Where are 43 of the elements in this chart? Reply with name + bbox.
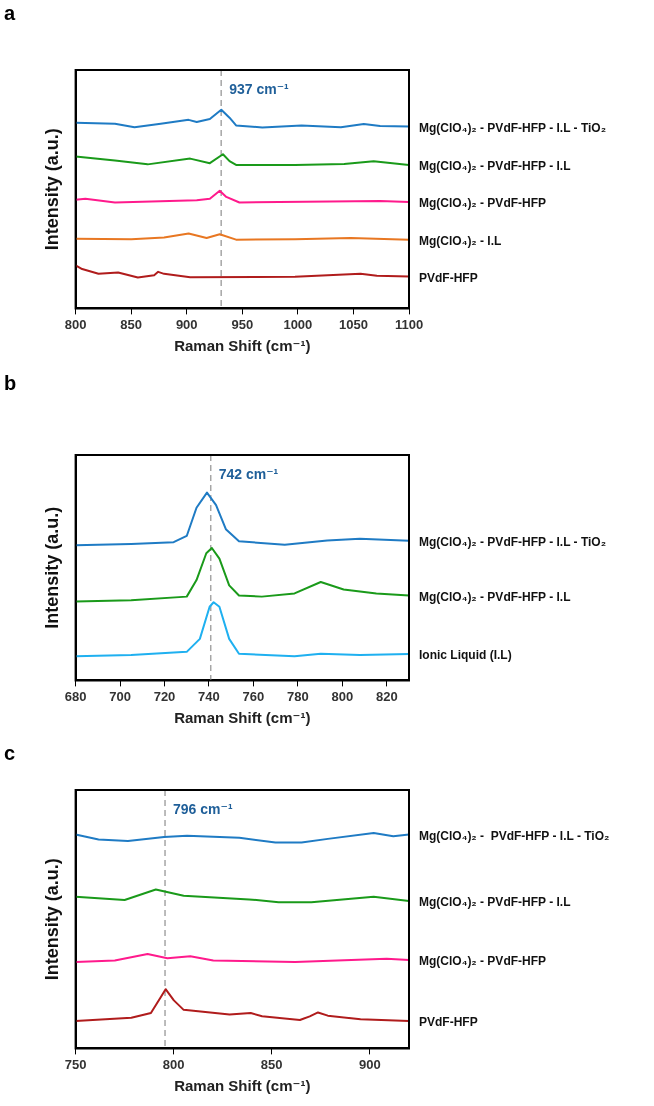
- chart-title: a: [4, 1, 16, 24]
- series-label: PVdF-HFP: [419, 1015, 478, 1030]
- series-label: Mg(ClO₄)₂ - PVdF-HFP - I.L: [419, 895, 571, 910]
- series-label: Mg(ClO₄)₂ - PVdF-HFP - I.L - TiO₂: [419, 120, 607, 135]
- x-axis-title: Raman Shift (cm⁻¹): [174, 1077, 311, 1095]
- x-tick-label: 800: [331, 688, 354, 704]
- series-label: Mg(ClO₄)₂ - PVdF-HFP: [419, 196, 547, 211]
- series-label: Mg(ClO₄)₂ - PVdF-HFP - I.L: [419, 159, 571, 174]
- series-label: Mg(ClO₄)₂ - PVdF-HFP - I.L - TiO₂: [419, 828, 610, 843]
- x-axis-title: Raman Shift (cm⁻¹): [174, 709, 311, 727]
- chart-title: c: [4, 741, 16, 764]
- x-tick-label: 700: [109, 688, 131, 704]
- y-axis-title: Intensity (a.u.): [41, 506, 62, 629]
- ref-line-label: 937 cm⁻¹: [229, 80, 290, 97]
- x-tick-label: 750: [64, 1056, 87, 1072]
- x-tick-label: 820: [375, 688, 398, 704]
- x-tick-label: 720: [153, 688, 176, 704]
- x-tick-label: 850: [120, 316, 143, 332]
- ref-line-label: 796 cm⁻¹: [173, 800, 233, 817]
- series-label: Mg(ClO₄)₂ - PVdF-HFP: [419, 954, 547, 969]
- x-tick-label: 780: [287, 688, 309, 704]
- x-tick-label: 1100: [394, 316, 424, 332]
- x-tick-label: 800: [64, 316, 87, 332]
- x-tick-label: 760: [242, 688, 265, 704]
- series-label: Ionic Liquid (I.L): [419, 648, 512, 663]
- series-label: PVdF-HFP: [419, 270, 478, 285]
- x-tick-label: 950: [231, 316, 254, 332]
- x-axis-title: Raman Shift (cm⁻¹): [174, 337, 311, 355]
- series-label: Mg(ClO₄)₂ - PVdF-HFP - I.L - TiO₂: [419, 534, 607, 549]
- x-tick-label: 1050: [338, 316, 368, 332]
- x-tick-label: 800: [162, 1056, 185, 1072]
- series-label: Mg(ClO₄)₂ - PVdF-HFP - I.L: [419, 589, 571, 604]
- y-axis-title: Intensity (a.u.): [41, 858, 62, 981]
- ref-line-label: 742 cm⁻¹: [218, 465, 279, 482]
- x-tick-label: 1000: [283, 316, 313, 332]
- series-label: Mg(ClO₄)₂ - I.L: [419, 233, 502, 248]
- x-tick-label: 740: [198, 688, 220, 704]
- x-tick-label: 900: [175, 316, 198, 332]
- y-axis-title: Intensity (a.u.): [41, 128, 62, 251]
- x-tick-label: 850: [260, 1056, 283, 1072]
- chart-title: b: [4, 371, 17, 394]
- x-tick-label: 680: [64, 688, 87, 704]
- x-tick-label: 900: [358, 1056, 381, 1072]
